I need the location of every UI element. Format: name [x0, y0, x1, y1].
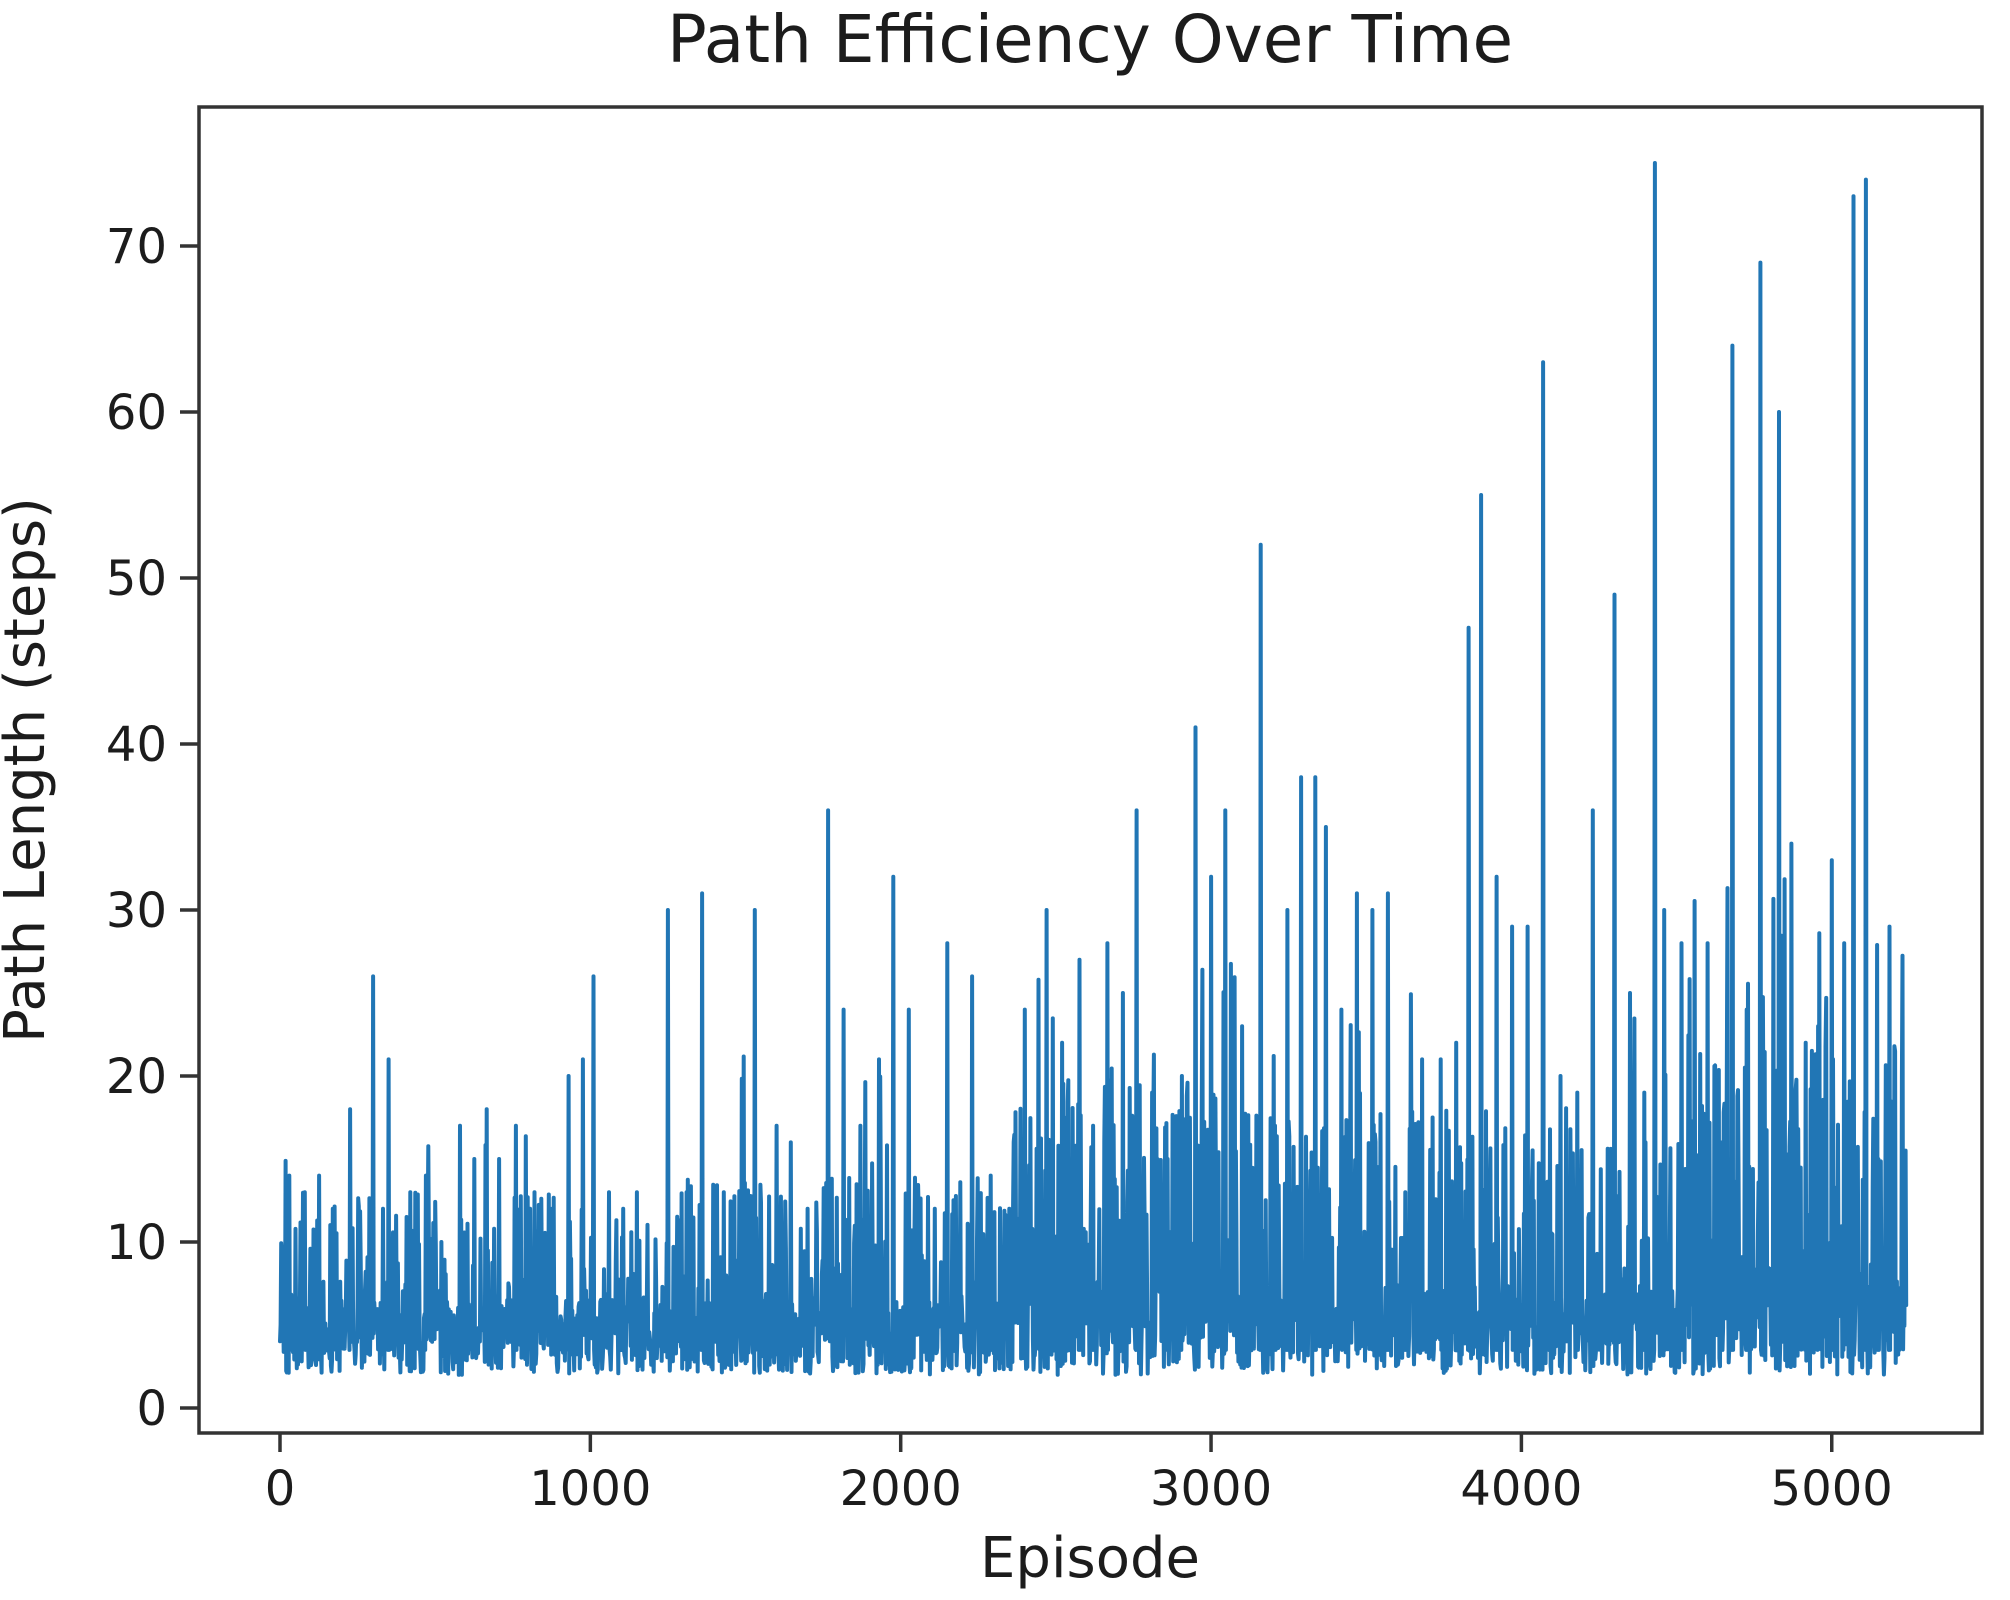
- x-tick-label: 3000: [1150, 1461, 1272, 1517]
- data-series: [278, 161, 1909, 1377]
- axes: 0 1000 2000 3000 4000 5000 0 10 20 30 40 50 60 70: [106, 105, 1984, 1517]
- x-tick-label: 5000: [1771, 1461, 1893, 1517]
- x-axis-label: Episode: [980, 1526, 1200, 1591]
- y-axis-label: Path Length (steps): [0, 497, 58, 1043]
- y-tick-label: 50: [106, 551, 167, 607]
- chart-title: Path Efficiency Over Time: [667, 1, 1513, 78]
- y-tick-label: 70: [106, 219, 167, 275]
- x-tick-label: 0: [265, 1461, 296, 1517]
- y-tick-label: 30: [106, 883, 167, 939]
- x-tick-label: 1000: [529, 1461, 651, 1517]
- y-tick-label: 40: [106, 717, 167, 773]
- x-tick-label: 2000: [840, 1461, 962, 1517]
- plot-border: [197, 105, 1984, 1435]
- y-tick-label: 60: [106, 385, 167, 441]
- y-tick-label: 10: [106, 1215, 167, 1271]
- y-tick-label: 0: [136, 1381, 167, 1437]
- x-tick-label: 4000: [1460, 1461, 1582, 1517]
- y-tick-label: 20: [106, 1049, 167, 1105]
- data-line: [278, 161, 1909, 1377]
